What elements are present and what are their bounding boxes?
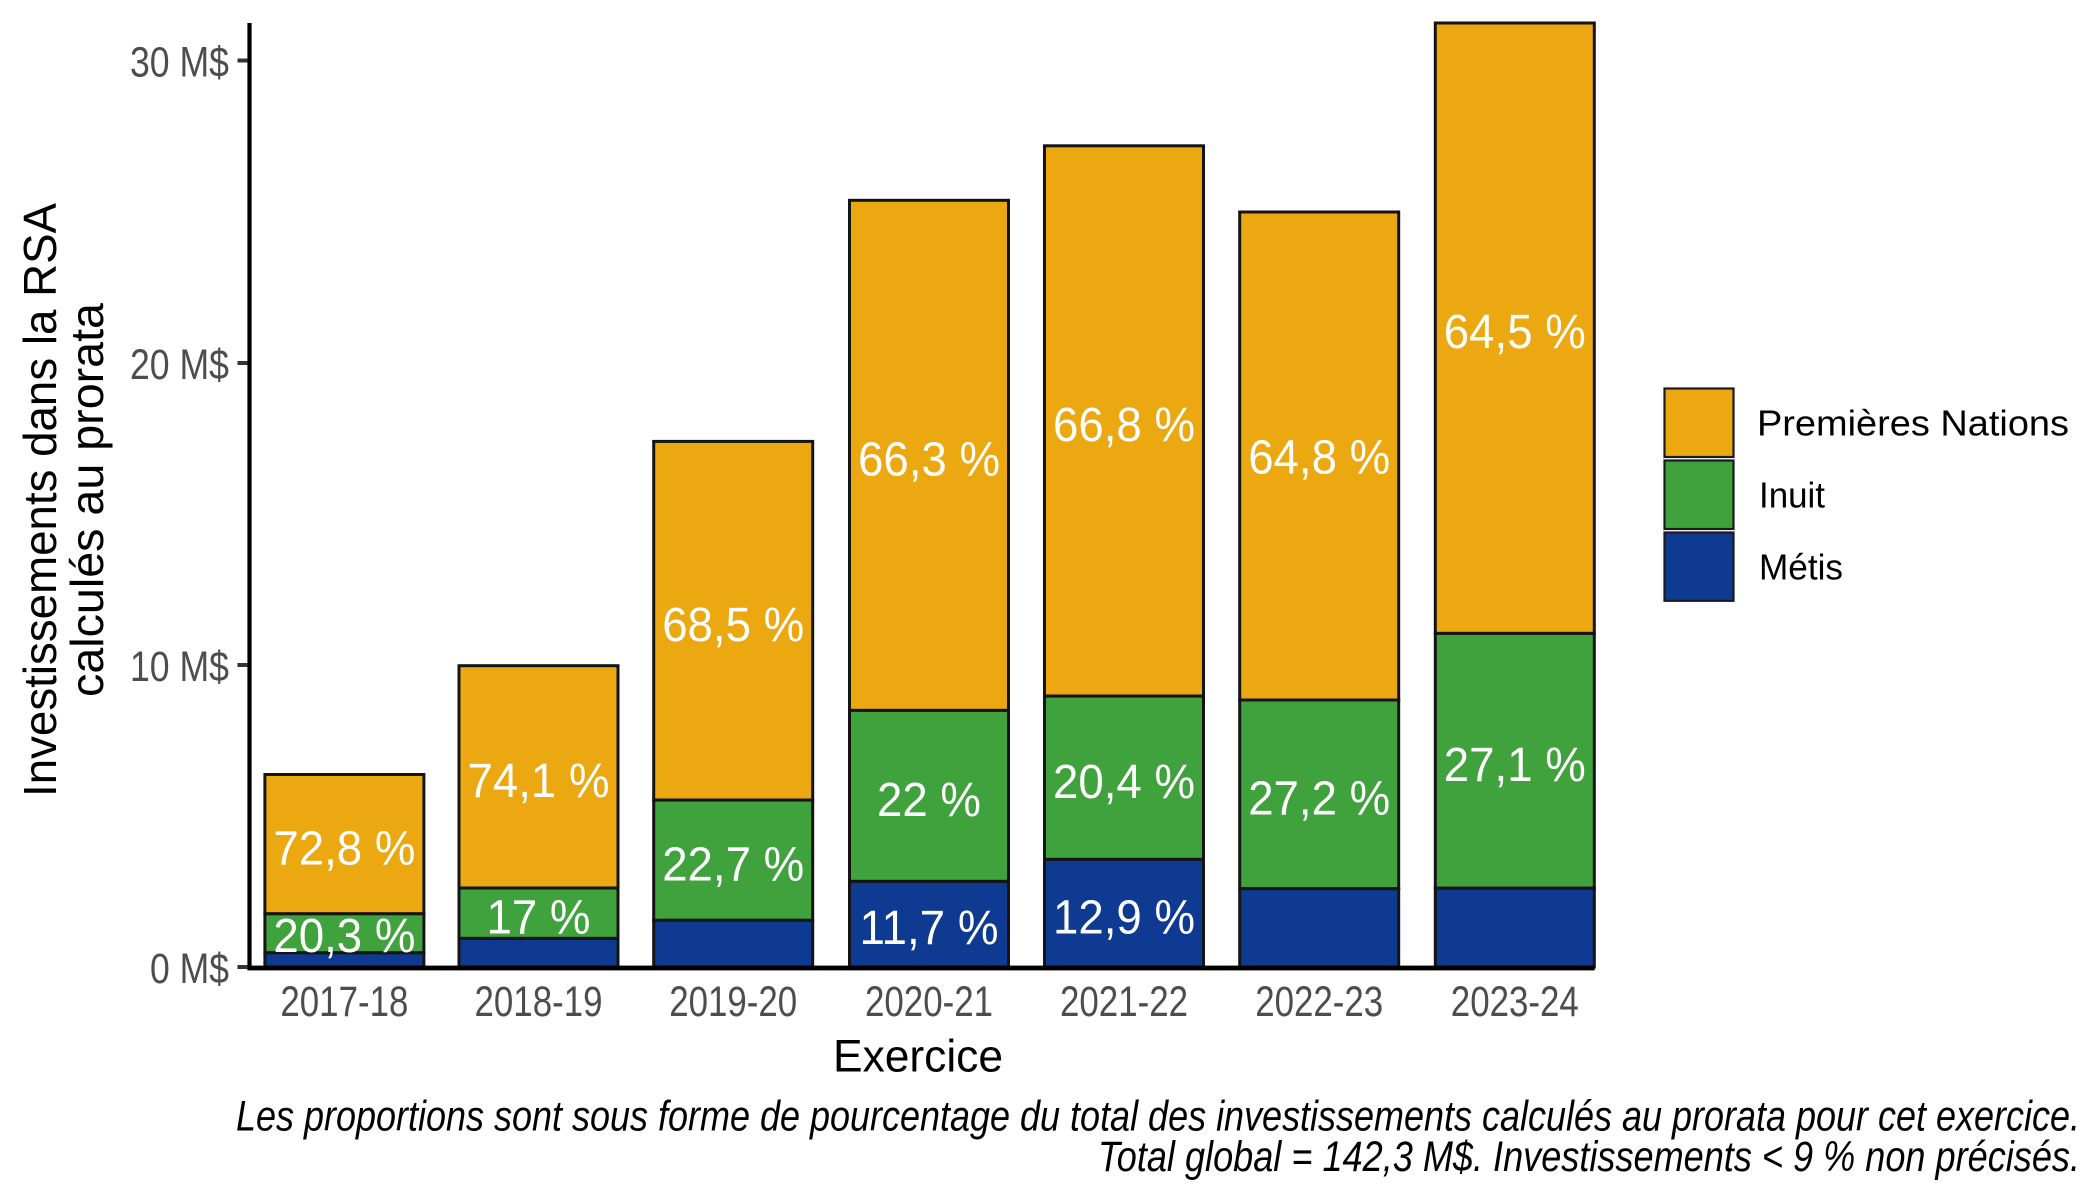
svg-text:Premières Nations: Premières Nations — [1757, 403, 2069, 444]
svg-text:74,1 %: 74,1 % — [468, 755, 610, 808]
svg-text:64,8 %: 64,8 % — [1248, 432, 1390, 485]
svg-text:22,7 %: 22,7 % — [662, 839, 804, 892]
svg-text:66,3 %: 66,3 % — [858, 434, 1000, 487]
svg-text:2022-23: 2022-23 — [1255, 978, 1383, 1026]
svg-text:22 %: 22 % — [877, 774, 981, 827]
svg-text:calculés au prorata: calculés au prorata — [61, 303, 113, 697]
svg-text:2017-18: 2017-18 — [280, 978, 408, 1026]
svg-text:12,9 %: 12,9 % — [1053, 892, 1195, 945]
svg-text:2020-21: 2020-21 — [865, 978, 993, 1026]
svg-text:Inuit: Inuit — [1759, 475, 1825, 516]
svg-text:0 M$: 0 M$ — [150, 945, 229, 993]
svg-text:Total global = 142,3 M$. Inves: Total global = 142,3 M$. Investissements… — [1098, 1134, 2080, 1181]
svg-text:2021-22: 2021-22 — [1060, 978, 1188, 1026]
svg-text:11,7 %: 11,7 % — [860, 902, 999, 955]
svg-text:68,5 %: 68,5 % — [662, 599, 804, 652]
svg-text:2019-20: 2019-20 — [669, 978, 797, 1026]
svg-text:2023-24: 2023-24 — [1451, 978, 1579, 1026]
svg-text:72,8 %: 72,8 % — [273, 822, 415, 875]
svg-text:17 %: 17 % — [487, 892, 591, 945]
svg-text:20,3 %: 20,3 % — [273, 910, 415, 963]
svg-text:30 M$: 30 M$ — [130, 39, 229, 87]
svg-text:20 M$: 20 M$ — [130, 341, 229, 389]
svg-text:27,1 %: 27,1 % — [1444, 739, 1586, 792]
svg-text:Investissements dans la RSA: Investissements dans la RSA — [14, 203, 66, 797]
svg-text:27,2 %: 27,2 % — [1248, 773, 1390, 826]
svg-text:20,4 %: 20,4 % — [1053, 756, 1195, 809]
svg-text:64,5 %: 64,5 % — [1444, 306, 1586, 359]
svg-text:Exercice: Exercice — [833, 1030, 1003, 1081]
svg-text:10 M$: 10 M$ — [130, 643, 229, 691]
svg-text:Métis: Métis — [1759, 547, 1843, 588]
svg-text:Les proportions sont sous form: Les proportions sont sous forme de pourc… — [236, 1094, 2080, 1141]
svg-text:66,8 %: 66,8 % — [1053, 399, 1195, 452]
svg-text:2018-19: 2018-19 — [475, 978, 603, 1026]
